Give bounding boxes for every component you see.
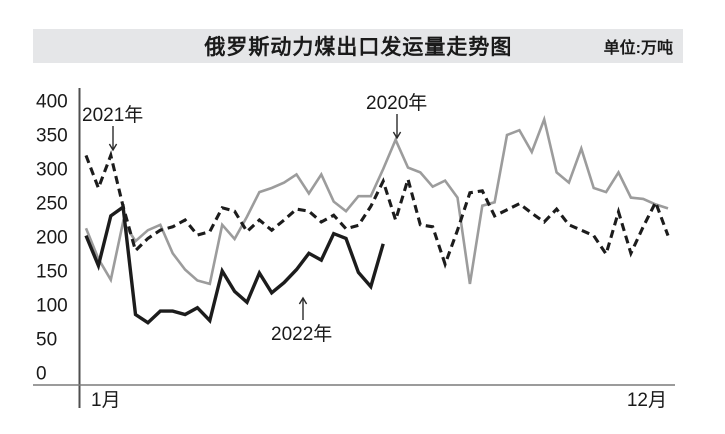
annotation-label-2021年: 2021年 — [82, 104, 143, 126]
y-tick-label-400: 400 — [36, 92, 68, 113]
y-tick-label-50: 50 — [36, 330, 57, 351]
page-title: 俄罗斯动力煤出口发运量走势图 — [204, 36, 513, 59]
series-line-2021 — [84, 150, 670, 269]
unit-label: 单位:万吨 — [603, 40, 673, 57]
series-annotations: 2021年 2020年 2022年 — [82, 92, 427, 345]
y-tick-label-100: 100 — [36, 296, 68, 317]
chart-title-bar: 俄罗斯动力煤出口发运量走势图 单位:万吨 — [33, 29, 683, 63]
y-tick-label-250: 250 — [36, 194, 68, 215]
y-tick-label-150: 150 — [36, 262, 68, 283]
series-line-2022 — [84, 204, 385, 325]
annotation-arrowhead — [298, 296, 308, 305]
y-tick-label-0: 0 — [36, 364, 47, 385]
y-tick-label-200: 200 — [36, 228, 68, 249]
y-axis-tick-labels: 400 350 300 250 200 150 100 50 0 — [36, 92, 68, 385]
x-axis-label-jan: 1月 — [91, 390, 121, 411]
y-tick-label-300: 300 — [36, 160, 68, 181]
annotation-label-2020年: 2020年 — [366, 92, 427, 114]
y-tick-label-350: 350 — [36, 126, 68, 147]
annotation-arrowhead — [108, 143, 118, 152]
annotation-label-2022年: 2022年 — [271, 323, 332, 345]
x-axis-label-dec: 12月 — [627, 390, 667, 411]
series-line-2020 — [84, 114, 669, 286]
annotation-arrowhead — [392, 131, 402, 140]
series-lines — [84, 114, 670, 325]
